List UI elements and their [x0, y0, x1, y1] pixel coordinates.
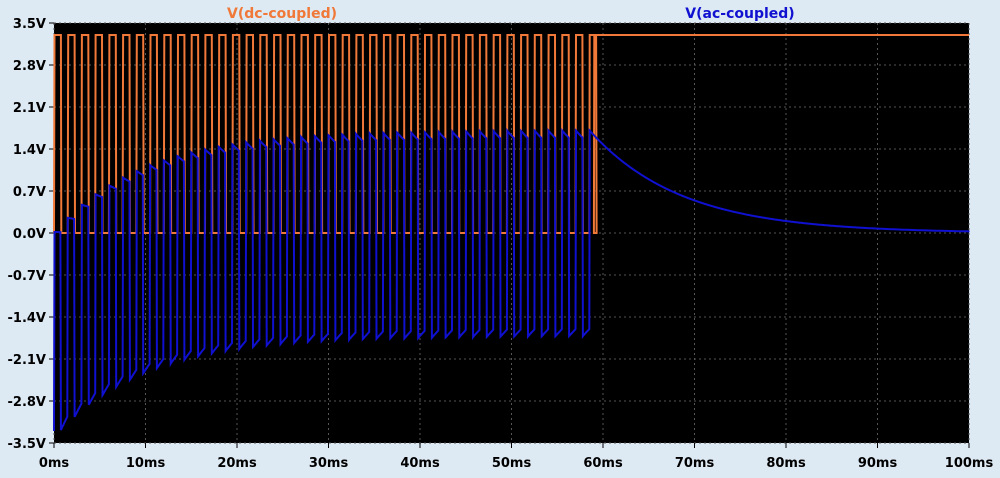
y-tick-label: -2.8V: [8, 395, 47, 410]
legend-ac-coupled: V(ac-coupled): [685, 6, 794, 22]
y-tick-label: 2.1V: [13, 101, 46, 116]
y-tick-label: 0.7V: [13, 185, 46, 200]
x-tick-label: 20ms: [217, 456, 257, 471]
x-tick-label: 10ms: [126, 456, 166, 471]
x-tick-label: 70ms: [675, 456, 715, 471]
y-tick-label: -0.7V: [8, 269, 47, 284]
x-tick-label: 90ms: [858, 456, 898, 471]
x-tick-label: 100ms: [945, 456, 994, 471]
x-tick-label: 60ms: [583, 456, 623, 471]
x-tick-label: 0ms: [39, 456, 70, 471]
y-tick-label: 1.4V: [13, 143, 46, 158]
y-tick-label: 0.0V: [13, 227, 46, 242]
x-tick-label: 40ms: [400, 456, 440, 471]
x-tick-label: 50ms: [492, 456, 532, 471]
y-tick-label: 2.8V: [13, 59, 46, 74]
x-tick-label: 80ms: [766, 456, 806, 471]
series-ac-coupled-line: [53, 127, 970, 432]
x-tick-label: 30ms: [309, 456, 349, 471]
y-tick-label: -1.4V: [8, 311, 47, 326]
x-axis: 0ms 10ms 20ms 30ms 40ms 50ms 60ms 70ms 80ms 90ms 1…: [39, 443, 994, 471]
y-tick-label: -3.5V: [8, 437, 47, 452]
y-tick-label: 3.5V: [13, 17, 46, 32]
y-tick-label: -2.1V: [8, 353, 47, 368]
y-axis: 3.5V 2.8V 2.1V 1.4V 0.7V 0.0V -0.7V -1.4V -2.1V -…: [8, 17, 54, 452]
legend-dc-coupled: V(dc-coupled): [227, 6, 337, 22]
